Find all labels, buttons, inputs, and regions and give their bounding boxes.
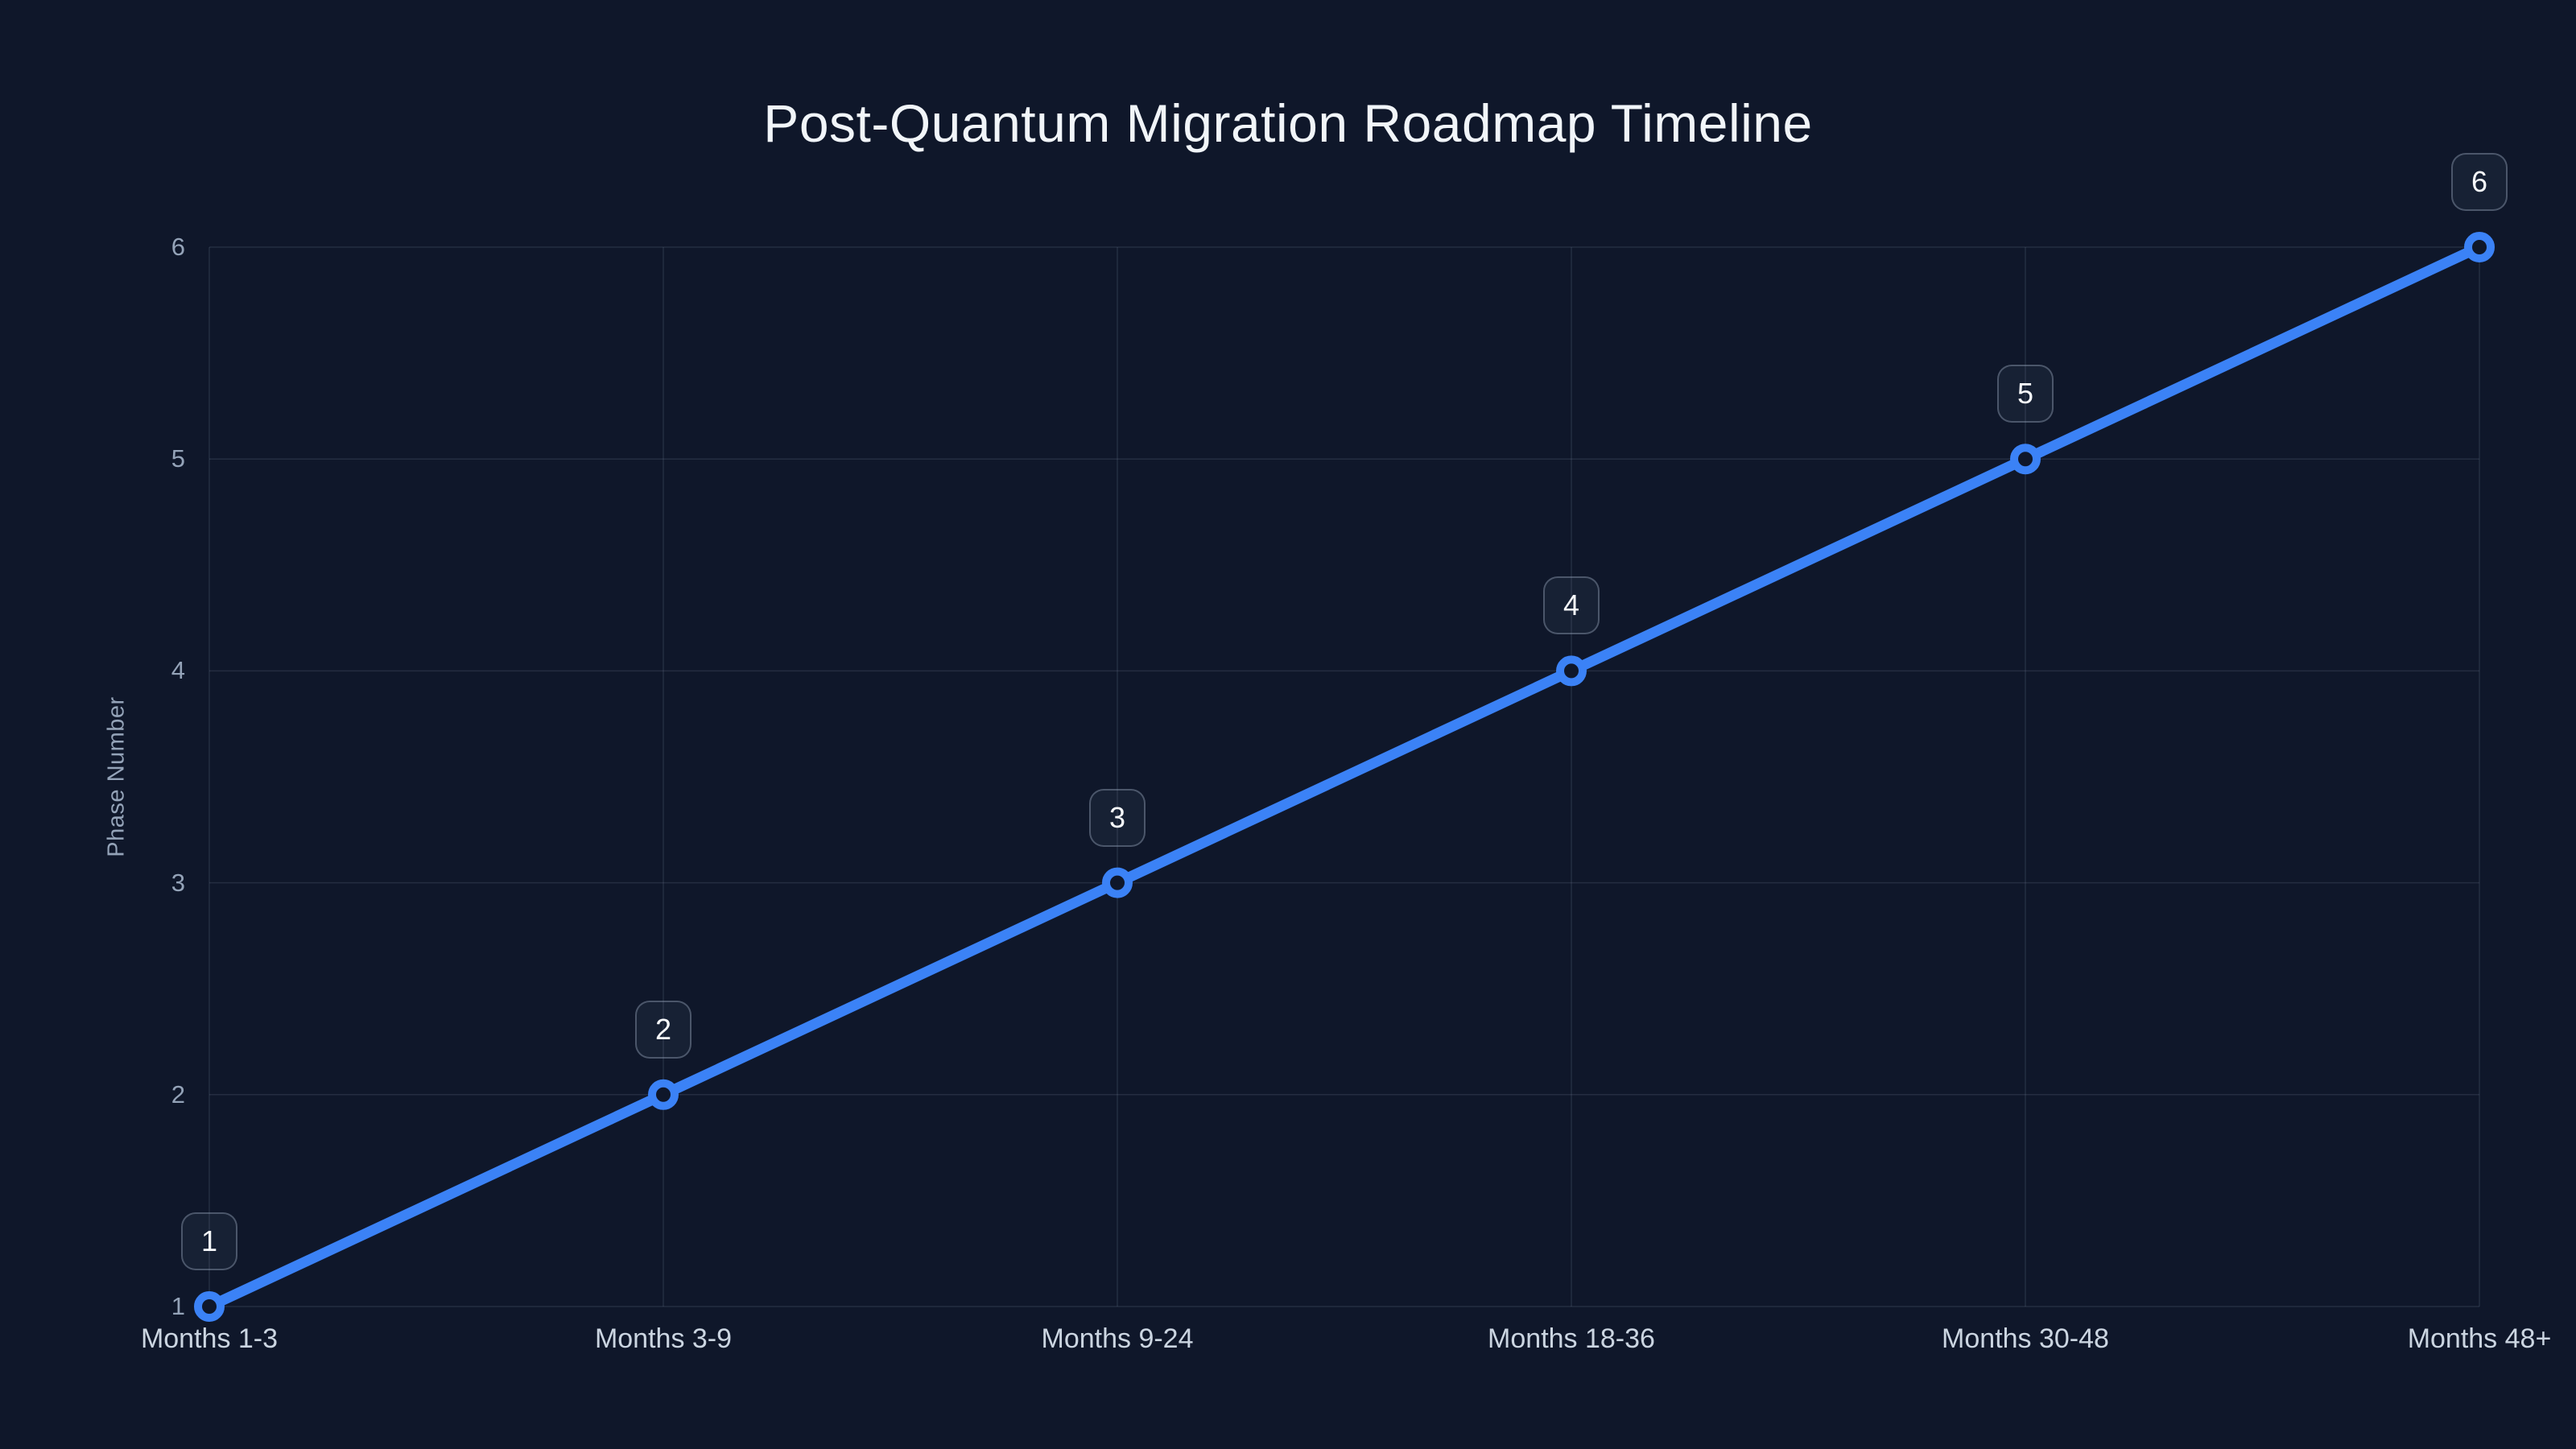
data-point-marker[interactable] [194, 1291, 225, 1322]
point-badge: 3 [1089, 788, 1146, 847]
data-point-marker[interactable] [2010, 444, 2041, 475]
point-badge: 1 [181, 1212, 237, 1270]
chart-title: Post-Quantum Migration Roadmap Timeline [763, 93, 1813, 153]
data-point-marker[interactable] [1556, 655, 1587, 687]
point-badge: 2 [635, 1000, 691, 1059]
gridlines [208, 246, 2480, 1307]
point-badge: 4 [1543, 576, 1600, 635]
data-point-marker[interactable] [648, 1079, 679, 1110]
point-badge: 6 [2451, 153, 2508, 211]
data-point-marker[interactable] [2464, 232, 2495, 262]
data-point-marker[interactable] [1102, 867, 1133, 898]
point-badge: 5 [1997, 365, 2054, 423]
series-line [204, 242, 2485, 1312]
